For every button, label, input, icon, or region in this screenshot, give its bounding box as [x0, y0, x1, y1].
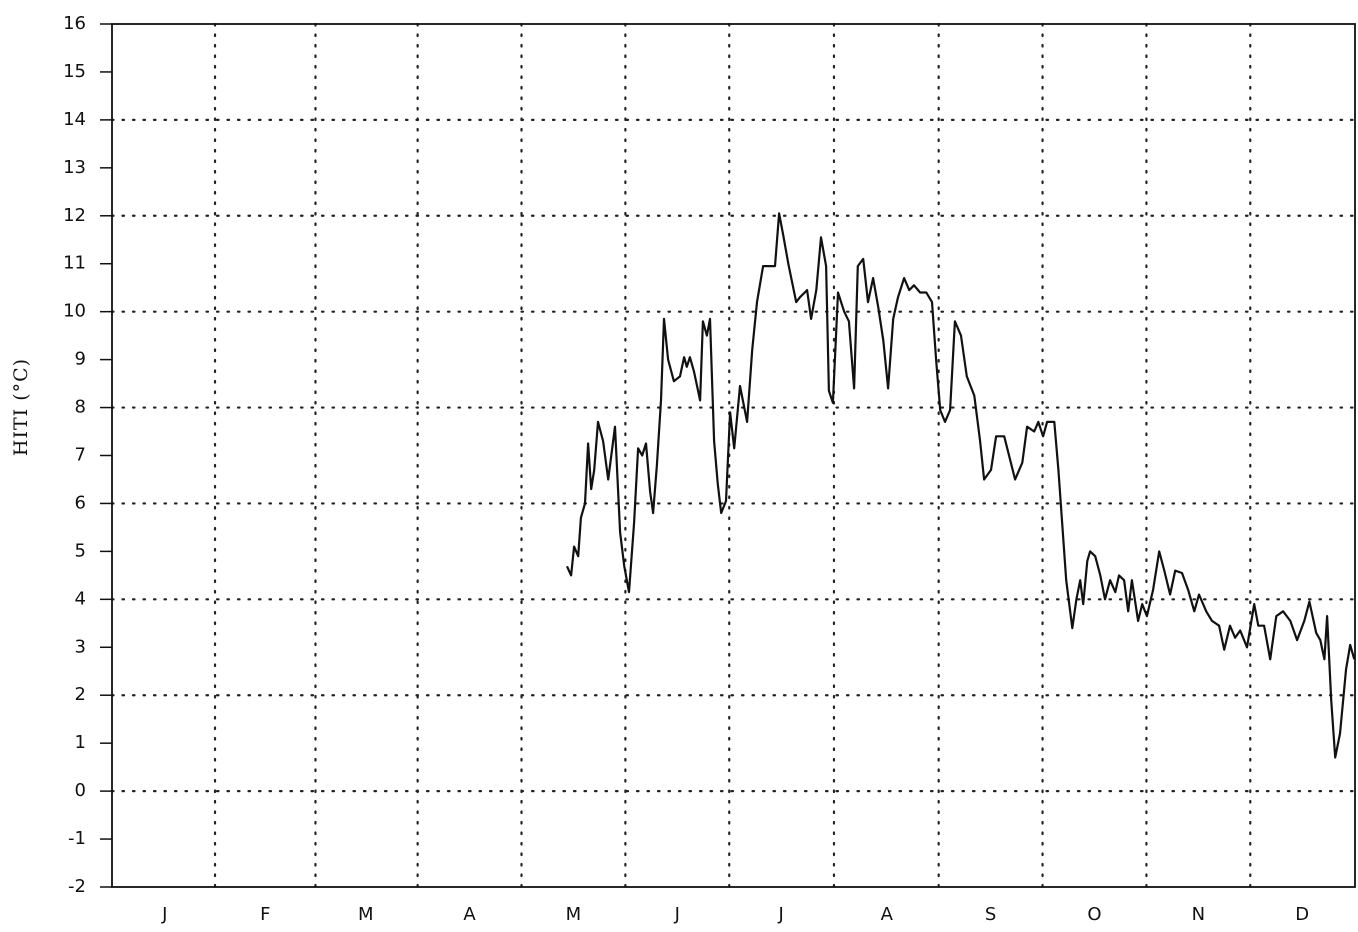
- y-tick-label: 3: [75, 636, 86, 657]
- x-tick-label: S: [985, 904, 996, 925]
- x-tick-label: N: [1192, 904, 1205, 925]
- x-tick-label: A: [463, 904, 476, 925]
- y-tick-label: 1: [75, 732, 86, 753]
- y-tick-label: 11: [63, 253, 86, 274]
- y-tick-label: 4: [75, 588, 86, 609]
- data-line: [565, 212, 1356, 759]
- y-tick-label: 6: [75, 492, 86, 513]
- y-tick-label: 12: [63, 205, 86, 226]
- x-tick-label: O: [1087, 904, 1101, 925]
- x-tick-label: J: [161, 904, 167, 925]
- x-tick-label: J: [674, 904, 680, 925]
- y-tick-label: 0: [75, 780, 86, 801]
- y-axis-label: HITI (°C): [10, 358, 32, 456]
- y-tick-label: 8: [75, 397, 86, 418]
- x-tick-label: M: [358, 904, 374, 925]
- y-tick-label: 15: [63, 61, 86, 82]
- y-tick-label: -1: [68, 828, 86, 849]
- y-tick-label: 7: [75, 445, 86, 466]
- x-tick-label: J: [778, 904, 784, 925]
- y-tick-label: 5: [75, 540, 86, 561]
- x-tick-label: A: [881, 904, 894, 925]
- y-tick-label: 14: [63, 109, 86, 130]
- y-tick-label: 16: [63, 13, 86, 34]
- x-tick-label: M: [566, 904, 582, 925]
- y-tick-label: 10: [63, 301, 86, 322]
- y-tick-label: 2: [75, 684, 86, 705]
- y-tick-label: 9: [75, 349, 86, 370]
- x-tick-label: D: [1295, 904, 1309, 925]
- y-tick-label: -2: [68, 876, 86, 897]
- x-tick-label: F: [260, 904, 270, 925]
- y-tick-label: 13: [63, 157, 86, 178]
- plot-frame: [111, 23, 1356, 888]
